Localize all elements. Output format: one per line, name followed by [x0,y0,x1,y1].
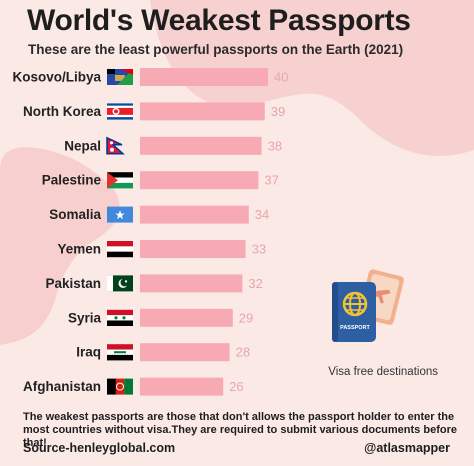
bar-value-label: 26 [229,379,243,394]
bar [140,274,243,293]
category-label: Kosovo/Libya [12,70,101,85]
category-label: Iraq [76,345,101,360]
yemen-flag [107,241,133,258]
bar [140,102,265,121]
category-label: Palestine [42,173,102,188]
category-label: Somalia [49,207,101,222]
bar-value-label: 39 [271,104,285,119]
category-label: Nepal [64,138,101,153]
bar-value-label: 33 [252,242,266,257]
page-subtitle: These are the least powerful passports o… [28,42,404,57]
bar [140,205,249,224]
kosovo-libya-flag [107,69,133,85]
category-label: North Korea [23,104,101,119]
bar [140,171,259,190]
bar [140,240,246,258]
category-label: Afghanistan [23,379,101,394]
bar [140,343,230,362]
north-korea-flag [107,103,133,120]
somalia-flag [107,206,133,223]
pakistan-flag [107,275,133,292]
syria-flag [107,309,133,326]
bar-value-label: 40 [274,70,288,85]
social-handle: @atlasmapper [364,441,450,455]
afghanistan-flag [107,378,133,395]
bar [140,377,224,396]
category-label: Pakistan [45,276,101,291]
palestine-flag [107,172,133,189]
nepal-flag [106,136,125,155]
bar-value-label: 29 [239,310,253,325]
category-label: Yemen [57,242,101,257]
passport-icon: PASSPORT [332,269,404,342]
bar-value-label: 37 [264,173,278,188]
bar-value-label: 32 [248,276,262,291]
value-axis-label: Visa free destinations [328,366,438,378]
source-credit: Source-henleyglobal.com [23,441,176,455]
iraq-flag [107,344,133,361]
bar-value-label: 38 [268,138,282,153]
category-label: Syria [68,310,102,325]
bar-value-label: 34 [255,207,269,222]
footnote: The weakest passports are those that don… [23,411,457,449]
bar-value-label: 28 [236,345,250,360]
bar [140,308,233,327]
bar [140,68,268,86]
bar [140,136,262,155]
page-title: World's Weakest Passports [27,4,411,37]
passport-label: PASSPORT [340,325,370,331]
